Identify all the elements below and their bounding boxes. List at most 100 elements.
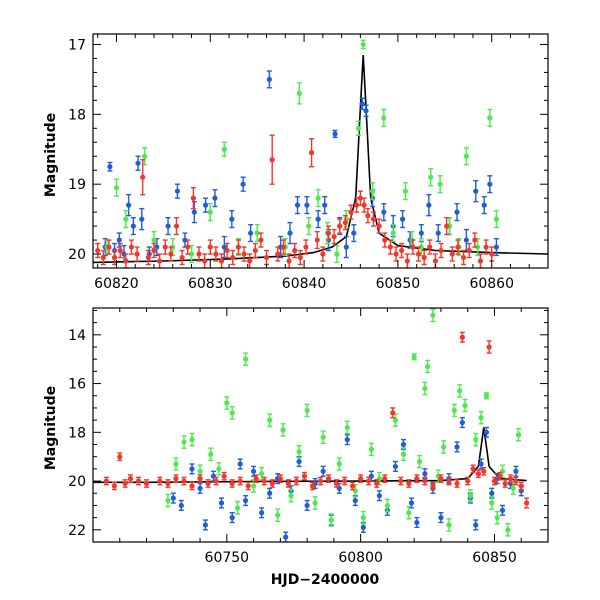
- top-model-curve: [93, 54, 548, 264]
- data-point: [213, 478, 219, 484]
- data-point: [513, 478, 519, 484]
- data-point: [130, 223, 136, 229]
- x-tick-label: 60800: [338, 550, 383, 566]
- data-point: [304, 202, 310, 208]
- data-point: [463, 237, 469, 243]
- data-point: [191, 209, 197, 215]
- data-point: [297, 254, 303, 261]
- data-point: [406, 480, 412, 487]
- data-point: [399, 216, 406, 222]
- data-point: [221, 473, 227, 479]
- data-point: [189, 466, 195, 472]
- data-point: [309, 483, 316, 489]
- data-point: [292, 247, 298, 254]
- data-point: [229, 216, 235, 222]
- data-point: [424, 363, 431, 370]
- data-point: [331, 233, 337, 240]
- data-point: [237, 461, 243, 467]
- data-point: [374, 480, 380, 487]
- data-point: [190, 195, 196, 201]
- data-point: [296, 458, 302, 465]
- data-point: [248, 230, 254, 236]
- data-point: [280, 427, 286, 433]
- data-point: [283, 534, 289, 540]
- data-point: [444, 223, 450, 229]
- data-point: [267, 490, 273, 496]
- data-point: [348, 209, 354, 215]
- data-point: [418, 230, 424, 236]
- data-point: [185, 244, 191, 250]
- data-point: [483, 429, 490, 435]
- data-point: [275, 251, 281, 257]
- data-point: [168, 251, 174, 257]
- data-point: [486, 344, 492, 350]
- data-point: [263, 254, 270, 261]
- data-point: [454, 480, 460, 487]
- data-point: [368, 446, 374, 452]
- data-point: [411, 354, 417, 360]
- data-point: [499, 507, 506, 513]
- data-point: [280, 244, 287, 250]
- data-point: [462, 402, 468, 409]
- x-tick-label: 60750: [205, 550, 250, 566]
- data-point: [463, 153, 469, 159]
- data-point: [117, 454, 123, 460]
- x-tick-label: 60850: [472, 550, 517, 566]
- data-point: [293, 478, 300, 484]
- data-point: [252, 247, 258, 254]
- data-point: [454, 209, 460, 215]
- data-point: [494, 515, 500, 521]
- data-point: [207, 209, 213, 215]
- data-point: [107, 164, 113, 170]
- data-point: [259, 471, 265, 477]
- data-point: [122, 480, 128, 487]
- data-point: [491, 478, 498, 484]
- data-point: [259, 510, 265, 516]
- data-point: [229, 480, 235, 487]
- data-point: [151, 247, 157, 254]
- data-point: [370, 216, 377, 222]
- data-point: [106, 244, 112, 250]
- data-point: [320, 468, 326, 474]
- data-point: [179, 254, 185, 261]
- data-point: [189, 437, 195, 443]
- data-point: [123, 216, 129, 222]
- data-point: [478, 461, 484, 467]
- data-point: [418, 244, 424, 250]
- data-point: [402, 188, 409, 194]
- data-point: [366, 478, 372, 484]
- data-point: [404, 258, 410, 264]
- data-point: [269, 480, 275, 487]
- top-axes-frame: [92, 33, 549, 269]
- data-point: [237, 478, 243, 484]
- data-point: [473, 188, 479, 194]
- data-point: [181, 439, 187, 445]
- bottom-y-axis-label: Magnitude: [43, 386, 59, 470]
- data-point: [123, 258, 129, 264]
- data-point: [465, 478, 471, 484]
- data-point: [134, 251, 140, 257]
- data-point: [376, 223, 382, 229]
- data-point: [320, 251, 326, 257]
- data-point: [481, 202, 487, 208]
- data-point: [173, 476, 179, 482]
- data-point: [315, 195, 321, 201]
- data-point: [213, 251, 219, 257]
- data-point: [473, 522, 479, 528]
- data-point: [221, 146, 227, 152]
- data-point: [196, 251, 202, 257]
- data-point: [390, 230, 396, 236]
- data-point: [234, 505, 241, 511]
- data-point: [344, 424, 350, 431]
- data-point: [414, 476, 420, 482]
- data-point: [382, 237, 388, 243]
- data-point: [285, 480, 291, 487]
- data-point: [103, 478, 109, 484]
- data-point: [261, 478, 267, 484]
- data-point: [437, 181, 443, 187]
- data-point: [116, 237, 122, 243]
- data-point: [182, 237, 188, 243]
- data-point: [392, 463, 399, 470]
- data-point: [475, 471, 482, 477]
- data-point: [481, 468, 487, 474]
